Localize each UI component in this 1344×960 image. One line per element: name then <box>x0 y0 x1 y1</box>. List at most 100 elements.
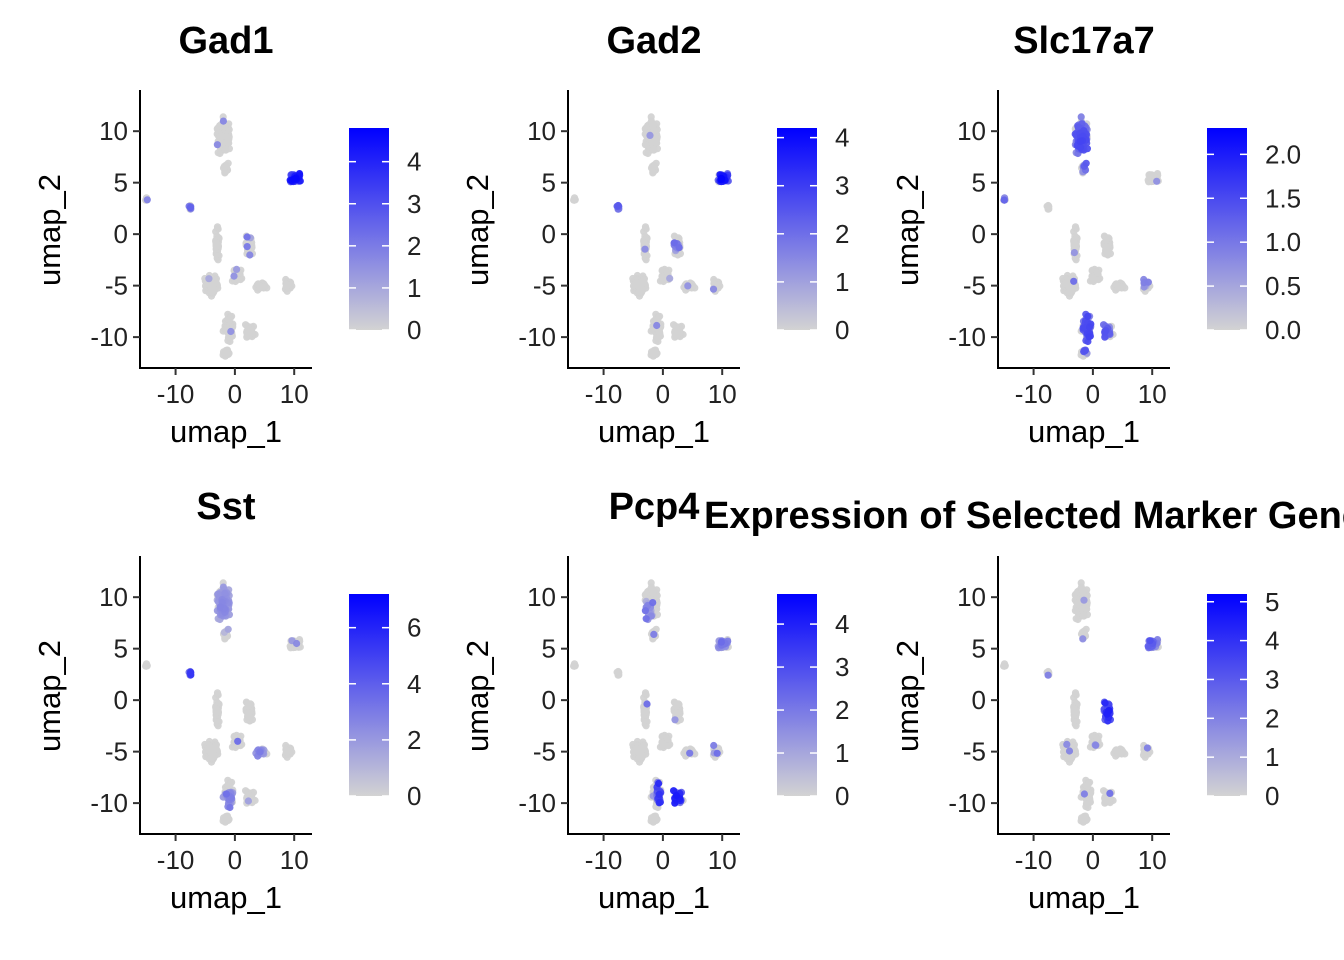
legend-tick-label: 0.5 <box>1265 271 1301 301</box>
x-tick-label: 10 <box>1138 845 1167 875</box>
y-tick-label: 5 <box>972 168 986 198</box>
y-tick-label: 0 <box>542 219 556 249</box>
cell-point <box>666 274 674 282</box>
panels: Gad1-10 0 10-10-50510umap_1umap_201234Gad2… <box>32 20 1301 915</box>
cell-point <box>614 201 622 210</box>
cell-point <box>1076 143 1084 151</box>
x-tick-label: 0 <box>656 845 670 875</box>
legend-tick-label: 2 <box>407 725 421 755</box>
legend-tick-label: 2 <box>407 231 421 261</box>
y-tick-label: -5 <box>105 737 128 767</box>
cell-points <box>570 113 732 360</box>
y-tick-label: -5 <box>105 271 128 301</box>
cell-point <box>650 145 658 153</box>
cell-point <box>243 233 251 241</box>
x-tick-label: -10 <box>585 379 623 409</box>
x-tick-label: -10 <box>157 379 195 409</box>
cell-point <box>673 710 681 718</box>
y-tick-label: -5 <box>963 737 986 767</box>
y-tick-label: 5 <box>542 168 556 198</box>
cell-point <box>653 321 661 330</box>
cell-point <box>1081 347 1089 355</box>
x-axis-label: umap_1 <box>170 880 282 915</box>
cell-point <box>213 223 222 231</box>
x-tick-label: -10 <box>585 845 623 875</box>
cell-point <box>234 737 242 745</box>
cell-point <box>650 162 658 170</box>
y-tick-label: 5 <box>114 168 128 198</box>
cell-point <box>652 816 660 825</box>
cell-point <box>674 700 683 708</box>
cell-point <box>227 327 235 336</box>
x-tick-label: 10 <box>280 379 309 409</box>
cell-point <box>1153 177 1161 185</box>
cell-point <box>207 288 216 296</box>
cell-point <box>686 749 694 757</box>
cell-point <box>213 689 222 697</box>
y-axis-label: umap_2 <box>890 640 925 752</box>
legend-tick-label: 3 <box>407 189 421 219</box>
cell-point <box>143 196 151 204</box>
legend-tick-label: 0.0 <box>1265 315 1301 345</box>
plot-title: Gad1 <box>178 20 273 62</box>
legend-tick-label: 3 <box>835 171 849 201</box>
cell-point <box>647 583 656 591</box>
y-tick-label: -10 <box>90 788 128 818</box>
x-tick-label: -10 <box>1015 379 1053 409</box>
cell-point <box>1080 790 1088 798</box>
cell-points <box>570 579 732 826</box>
cell-point <box>219 583 227 591</box>
cell-point <box>1070 277 1078 285</box>
cell-point <box>1077 113 1085 121</box>
legend-tick-label: 1.5 <box>1265 183 1301 213</box>
cell-point <box>205 275 213 283</box>
cell-point <box>642 615 650 623</box>
cell-point <box>1103 244 1111 252</box>
cell-point <box>1143 744 1151 752</box>
legend-tick-label: 2.0 <box>1265 139 1301 169</box>
x-tick-label: 0 <box>1086 845 1100 875</box>
cell-point <box>641 689 650 697</box>
y-axis-label: umap_2 <box>890 174 925 286</box>
color-bar <box>777 128 817 330</box>
y-tick-label: 0 <box>542 685 556 715</box>
y-tick-label: 10 <box>99 582 128 612</box>
feature-plot-gad1: Gad1 -10 0 10 -10 -5 0 5 10 umap_1 umap_2 0 1 2 3 4 <box>32 20 421 449</box>
cell-point <box>1086 795 1094 803</box>
figure-title: Expression of Selected Marker Genes <box>704 495 1344 537</box>
x-tick-label: 10 <box>708 845 737 875</box>
x-tick-label: 0 <box>656 379 670 409</box>
color-bar <box>1207 594 1247 796</box>
y-axis-label: umap_2 <box>32 640 67 752</box>
cell-point <box>224 816 232 825</box>
cell-point <box>655 313 663 322</box>
cell-point <box>222 145 230 153</box>
cell-point <box>1070 249 1078 257</box>
x-tick-label: 10 <box>1138 379 1167 409</box>
legend-tick-label: 1 <box>835 738 849 768</box>
cell-point <box>1072 708 1080 716</box>
legend-tick-label: 3 <box>835 652 849 682</box>
cell-point <box>212 742 220 750</box>
cell-point <box>1080 628 1088 636</box>
x-axis-label: umap_1 <box>170 414 282 449</box>
y-axis-label: umap_2 <box>460 640 495 752</box>
cell-point <box>293 639 301 648</box>
cell-point <box>226 803 234 812</box>
y-axis-label: umap_2 <box>460 174 495 286</box>
cell-point <box>1079 635 1087 643</box>
cell-point <box>649 123 657 131</box>
cell-point <box>187 668 195 676</box>
cell-point <box>1104 234 1112 242</box>
cell-point <box>570 196 578 204</box>
cell-point <box>245 328 253 336</box>
cell-point <box>1080 596 1088 604</box>
y-tick-label: 0 <box>972 219 986 249</box>
cell-point <box>1044 671 1052 679</box>
legend-tick-label: 4 <box>407 147 421 177</box>
cell-point <box>632 279 641 287</box>
x-tick-label: 0 <box>228 379 242 409</box>
cell-point <box>663 735 671 743</box>
cell-point <box>684 282 692 290</box>
